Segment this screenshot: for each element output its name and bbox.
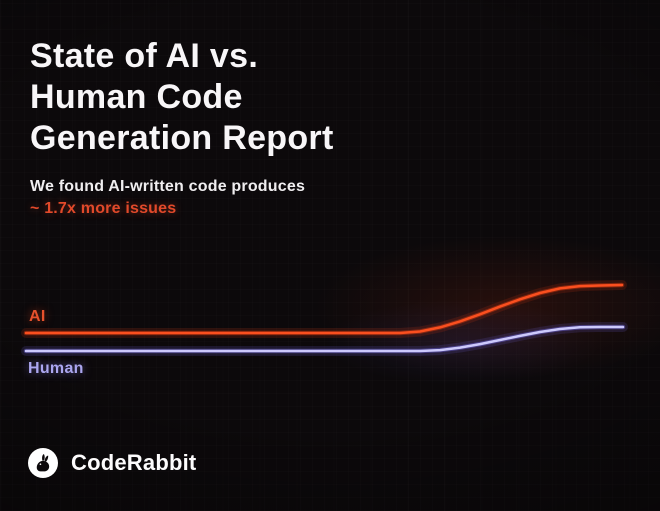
brand-lockup: CodeRabbit — [28, 448, 196, 478]
page-title: State of AI vs. Human Code Generation Re… — [30, 37, 334, 157]
subtitle-block: We found AI-written code produces ~ 1.7x… — [30, 176, 305, 220]
coderabbit-logo-icon — [28, 448, 58, 478]
brand-name: CodeRabbit — [71, 450, 197, 475]
subtitle-text: We found AI-written code produces — [30, 178, 306, 195]
highlight-stat: ~ 1.7x more issues — [30, 200, 177, 217]
ai-series-label: AI — [29, 308, 46, 325]
rabbit-icon — [36, 454, 50, 472]
human-series-label: Human — [28, 360, 84, 377]
